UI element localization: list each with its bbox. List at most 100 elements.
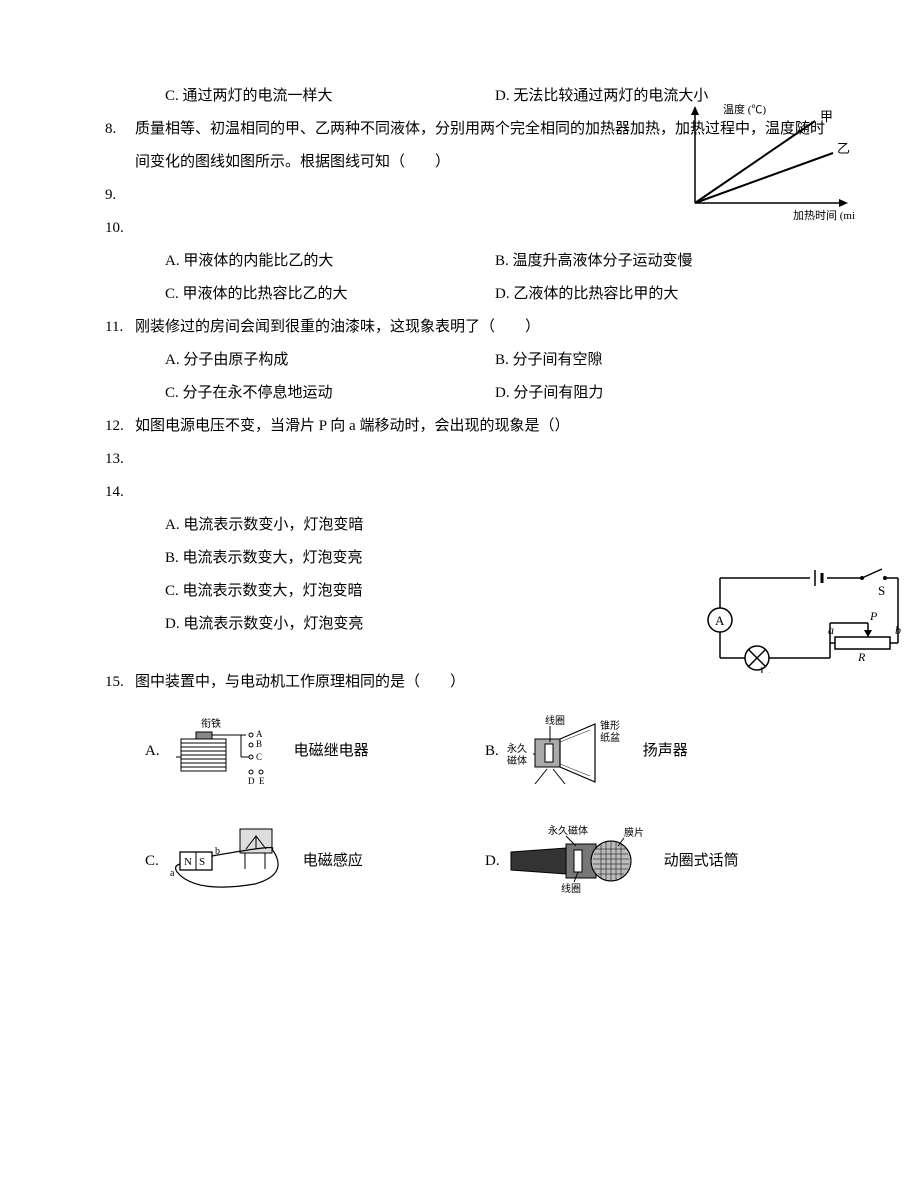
opt-letter: D. [485,845,500,878]
q9-num: 9. [105,179,135,212]
q14-optA: A. 电流表示数变小，灯泡变暗 [105,509,825,542]
svg-text:锥形: 锥形 [600,720,620,732]
opt-letter: C. [165,385,179,401]
q10-optD: D. 乙液体的比热容比甲的大 [495,278,825,311]
svg-text:线圈: 线圈 [561,882,581,895]
opt-text: 甲液体的比热容比乙的大 [183,286,348,302]
resistor-label: R [857,650,866,664]
q10-opts-ab: A. 甲液体的内能比乙的大 B. 温度升高液体分子运动变慢 [105,245,825,278]
q10-opts-cd: C. 甲液体的比热容比乙的大 D. 乙液体的比热容比甲的大 [105,278,825,311]
opt-label: 动圈式话筒 [664,845,739,878]
q15-optD: D. 永久磁体 膜片 线圈 动圈式话筒 [485,824,825,899]
opt-letter: C. [165,583,179,599]
opt-letter: A. [165,352,180,368]
opt-letter: A. [145,735,160,768]
q15-num: 15. [105,666,135,699]
svg-text:磁体: 磁体 [507,754,527,767]
q13-num: 13. [105,443,135,476]
svg-text:永久: 永久 [507,742,527,755]
opt-text: 分子间有阻力 [513,385,603,401]
switch-label: S [878,583,885,598]
induction-icon: N S b a [165,824,295,899]
q8-graph: 温度 (℃) 加热时间 (min) 甲 乙 [675,103,855,223]
q12-circuit: S A L₁ a P b R [700,563,910,673]
svg-text:线圈: 线圈 [545,714,565,727]
q11-optD: D. 分子间有阻力 [495,377,825,410]
q11-optB: B. 分子间有空隙 [495,344,825,377]
q11-text: 刚装修过的房间会闻到很重的油漆味，这现象表明了（ ） [135,311,825,344]
opt-letter: A. [165,517,180,533]
q10-optC: C. 甲液体的比热容比乙的大 [165,278,495,311]
opt-letter: D. [165,616,180,632]
opt-letter: C. [165,286,179,302]
opt-text: 分子由原子构成 [183,352,288,368]
point-a: a [828,623,834,637]
opt-letter: D. [495,286,510,302]
opt-letter: B. [495,352,509,368]
q15-optB: B. 线圈 永久 磁体 锥形 纸盆 扬声器 [485,714,825,789]
q11-num: 11. [105,311,135,344]
q11-opts-ab: A. 分子由原子构成 B. 分子间有空隙 [105,344,825,377]
q12: 12. 如图电源电压不变，当滑片 P 向 a 端移动时，会出现的现象是（） [105,410,825,443]
q14: 14. [105,476,825,509]
opt-text: 电流表示数变小，灯泡变暗 [183,517,363,533]
opt-text: 乙液体的比热容比甲的大 [513,286,678,302]
q10-optB: B. 温度升高液体分子运动变慢 [495,245,825,278]
opt-text: 无法比较通过两灯的电流大小 [513,88,708,104]
opt-text: 甲液体的内能比乙的大 [183,253,333,269]
svg-text:a: a [170,868,175,879]
svg-text:B: B [256,739,262,749]
opt-letter: B. [485,735,499,768]
q12-text: 如图电源电压不变，当滑片 P 向 a 端移动时，会出现的现象是（） [135,410,825,443]
svg-text:N: N [184,856,192,868]
opt-text: 温度升高液体分子运动变慢 [513,253,693,269]
opt-label: 电磁继电器 [294,735,369,768]
q11: 11. 刚装修过的房间会闻到很重的油漆味，这现象表明了（ ） [105,311,825,344]
point-b: b [895,623,901,637]
opt-text: 分子在永不停息地运动 [183,385,333,401]
opt-letter: B. [165,550,179,566]
svg-text:衔铁: 衔铁 [201,717,221,730]
svg-text:A: A [256,729,263,739]
svg-text:膜片: 膜片 [624,826,644,839]
lamp-label: L₁ [760,664,772,673]
svg-text:D: D [248,776,255,786]
q7-optC: C. 通过两灯的电流一样大 [165,80,495,113]
microphone-icon: 永久磁体 膜片 线圈 [506,824,656,899]
q8-num: 8. [105,113,135,146]
ammeter-label: A [715,613,725,628]
q11-optC: C. 分子在永不停息地运动 [165,377,495,410]
slider-label: P [869,609,878,623]
q11-opts-cd: C. 分子在永不停息地运动 D. 分子间有阻力 [105,377,825,410]
opt-letter: B. [495,253,509,269]
q12-num: 12. [105,410,135,443]
opt-label: 扬声器 [643,735,688,768]
opt-letter: D. [495,385,510,401]
opt-text: 分子间有空隙 [513,352,603,368]
line2-label: 乙 [837,141,850,156]
opt-text: 通过两灯的电流一样大 [183,88,333,104]
q11-optA: A. 分子由原子构成 [165,344,495,377]
q15-optC: C. N S b a 电磁感应 [145,824,485,899]
q8: 8. 质量相等、初温相同的甲、乙两种不同液体，分别用两个完全相同的加热器加热，加… [105,113,825,179]
svg-text:永久磁体: 永久磁体 [548,824,588,837]
q10-optA: A. 甲液体的内能比乙的大 [165,245,495,278]
svg-text:E: E [259,776,265,786]
opt-letter: C. [145,845,159,878]
opt-label: 电磁感应 [303,845,363,878]
line1-label: 甲 [820,109,833,124]
opt-letter: C. [165,88,179,104]
opt-text: 电流表示数变大，灯泡变暗 [183,583,363,599]
q10-num: 10. [105,212,135,245]
q15-options: A. 衔铁 A B C D E 电磁继电器 B. [105,714,825,934]
x-axis-label: 加热时间 (min) [793,209,855,222]
svg-text:S: S [199,856,205,868]
svg-text:C: C [256,752,262,762]
q15-optA: A. 衔铁 A B C D E 电磁继电器 [145,714,485,789]
relay-icon: 衔铁 A B C D E [166,717,286,787]
opt-letter: D. [495,88,510,104]
opt-text: 电流表示数变大，灯泡变亮 [183,550,363,566]
opt-letter: A. [165,253,180,269]
q13: 13. [105,443,825,476]
y-axis-label: 温度 (℃) [723,103,766,116]
